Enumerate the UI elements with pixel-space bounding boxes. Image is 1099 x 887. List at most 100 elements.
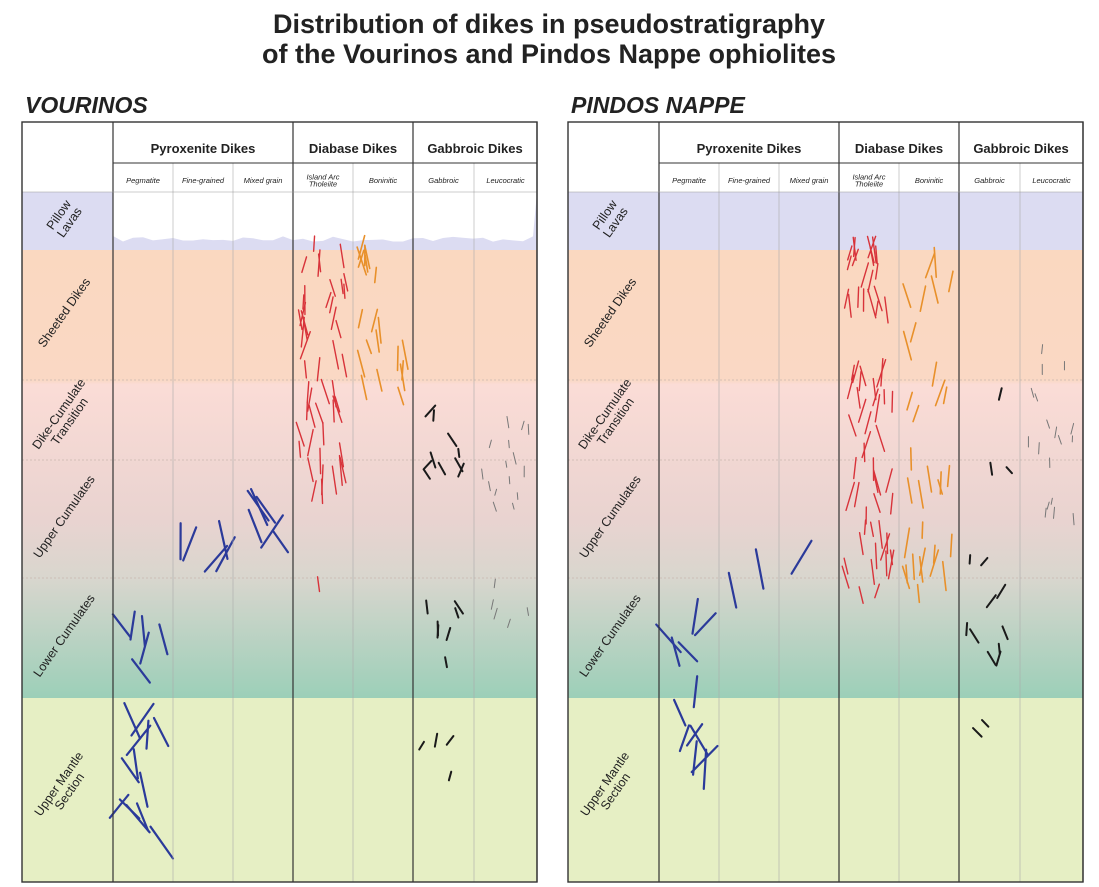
dike <box>454 607 460 619</box>
dike <box>931 361 938 387</box>
dike <box>858 586 864 605</box>
dike <box>672 698 687 727</box>
dike <box>903 527 911 559</box>
panel-name: VOURINOS <box>25 92 148 118</box>
dike <box>965 621 969 637</box>
dike <box>453 600 464 615</box>
dike <box>340 278 344 295</box>
dike <box>508 476 511 485</box>
dike <box>132 748 139 780</box>
subcolumn-header: Gabbroic <box>428 176 459 185</box>
dike <box>432 409 435 422</box>
dike <box>135 802 150 832</box>
dike <box>873 285 883 312</box>
group-header: Pyroxenite Dikes <box>697 141 802 156</box>
dike <box>526 607 530 616</box>
dike <box>445 626 452 641</box>
dike <box>316 357 321 382</box>
dike <box>853 456 857 480</box>
row-band <box>568 698 1083 882</box>
dike <box>357 249 365 268</box>
dike <box>946 464 951 488</box>
dike <box>860 262 870 288</box>
dike <box>843 288 850 309</box>
dike <box>297 309 303 331</box>
dike <box>493 607 498 620</box>
subcolumn-header: Island Arc Tholeiite <box>306 173 339 189</box>
subcolumn-header: Gabbroic <box>974 176 1005 185</box>
dike <box>934 379 946 407</box>
dike <box>1050 497 1053 505</box>
dike <box>1072 513 1075 526</box>
title-line: Distribution of dikes in pseudostratigra… <box>273 9 825 39</box>
dike <box>356 349 366 378</box>
dike <box>332 339 340 370</box>
dike <box>850 364 855 381</box>
dike <box>655 623 682 654</box>
panel-name: PINDOS NAPPE <box>571 92 745 118</box>
subcolumn-header: Fine-grained <box>728 176 771 185</box>
dike <box>335 319 342 339</box>
dike <box>255 495 277 524</box>
dike <box>870 558 876 585</box>
panel-frame <box>21 121 538 883</box>
dike <box>841 565 850 589</box>
dike <box>858 531 864 556</box>
dike <box>869 521 875 538</box>
dike <box>338 442 345 468</box>
dike <box>852 360 860 384</box>
dike <box>373 266 378 284</box>
dike <box>874 583 881 599</box>
dike <box>790 539 813 575</box>
title-line: of the Vourinos and Pindos Nappe ophioli… <box>262 39 836 69</box>
subcolumn-header-line: Island Arc <box>852 173 885 182</box>
subcolumn-header-line: Island Arc <box>306 173 339 182</box>
subcolumn-header-line: Boninitic <box>915 176 944 185</box>
dike <box>329 278 336 297</box>
dike <box>357 234 366 260</box>
dike <box>422 459 433 471</box>
dike <box>298 440 302 458</box>
pillow-top <box>113 192 537 242</box>
dike <box>689 724 709 756</box>
dike <box>512 452 517 465</box>
dike <box>1038 442 1040 455</box>
dike <box>905 564 909 584</box>
dike <box>343 272 349 292</box>
dike <box>872 377 877 401</box>
group-header: Pyroxenite Dikes <box>151 141 256 156</box>
dike <box>1001 625 1009 641</box>
dike <box>980 556 989 567</box>
dike <box>846 374 855 400</box>
dike <box>864 411 872 435</box>
dike <box>912 404 920 423</box>
dike <box>702 748 708 790</box>
dike <box>997 642 1001 655</box>
dike <box>330 306 337 331</box>
dike <box>308 404 316 428</box>
dike <box>306 381 310 404</box>
dike <box>1044 507 1047 518</box>
dike <box>321 464 324 496</box>
dike <box>867 235 877 259</box>
dike <box>1054 426 1058 439</box>
dike <box>158 623 169 656</box>
dike <box>295 421 305 447</box>
dike <box>880 533 891 561</box>
subcolumn-header: Pegmatite <box>672 176 706 185</box>
dike <box>1057 435 1062 445</box>
dike <box>447 432 458 448</box>
dike <box>129 610 136 641</box>
dike <box>131 658 151 684</box>
dike <box>873 493 881 513</box>
dike <box>425 599 429 615</box>
dike <box>418 740 425 751</box>
subcolumn-header: Leucocratic <box>486 176 525 185</box>
dike <box>1046 419 1051 429</box>
dike <box>918 556 924 583</box>
dike <box>316 576 321 593</box>
dike <box>299 331 311 360</box>
row-band <box>568 250 1083 698</box>
dike <box>203 544 229 573</box>
dike <box>875 300 879 317</box>
